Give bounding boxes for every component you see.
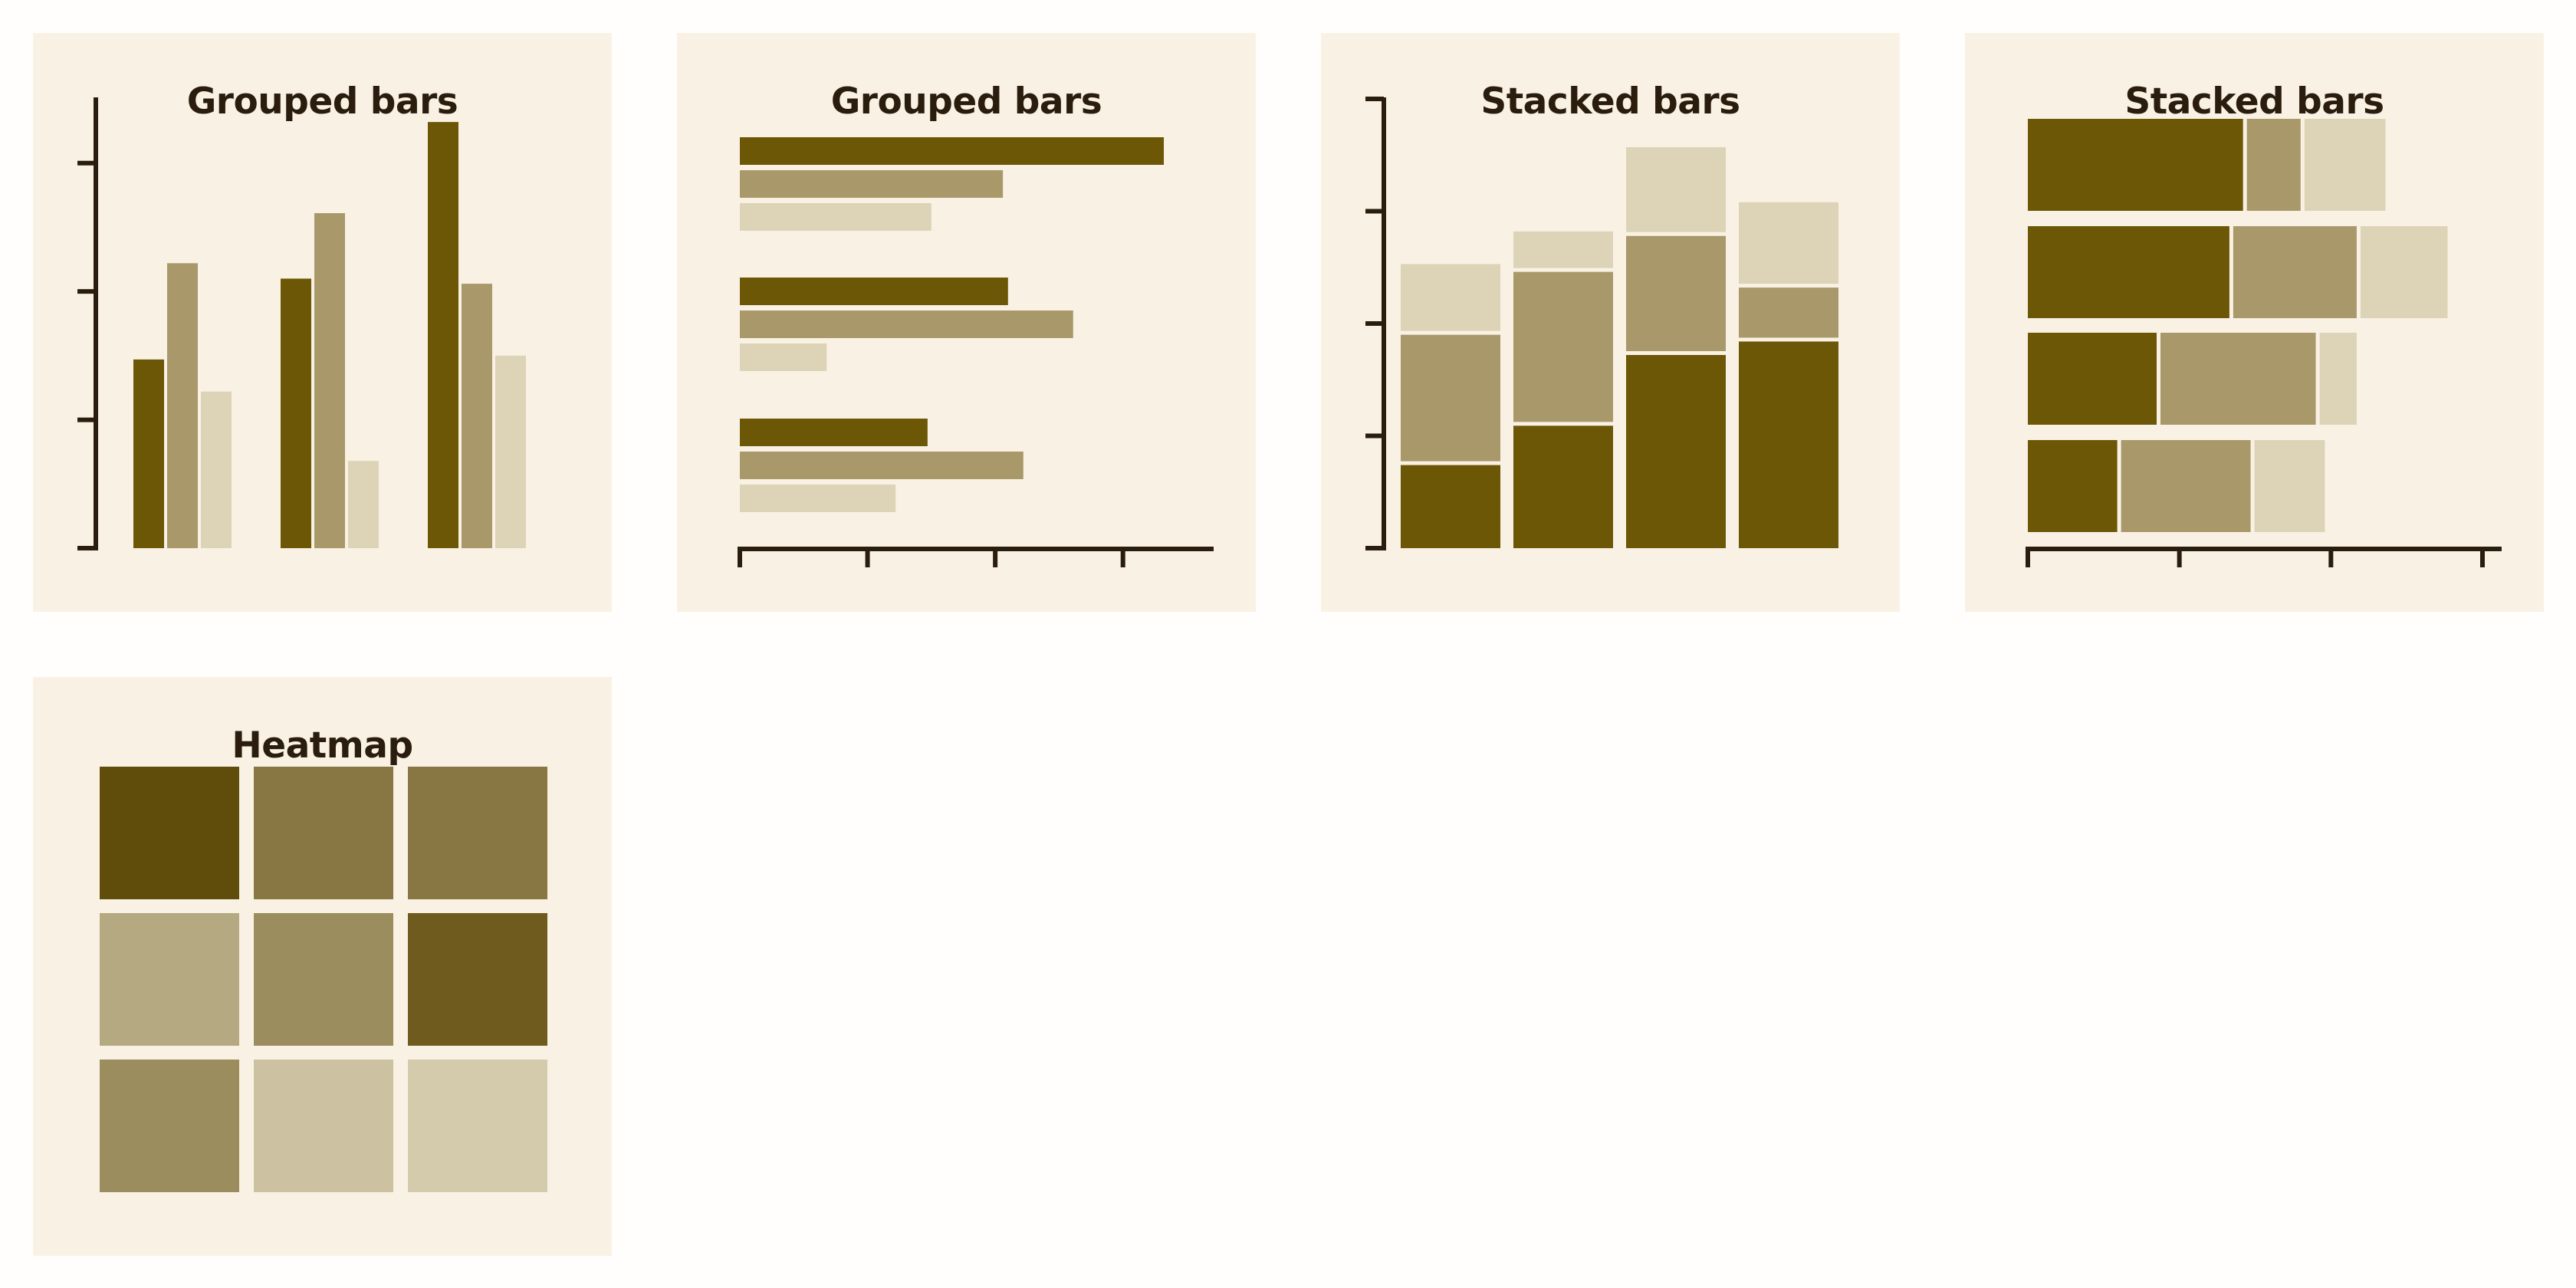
- bar: [133, 359, 164, 548]
- heatmap-cell: [254, 913, 393, 1046]
- bar-segment: [2233, 226, 2357, 318]
- bar: [281, 278, 311, 548]
- bar: [348, 461, 379, 548]
- bar: [201, 391, 232, 548]
- chart-title: Grouped bars: [830, 80, 1102, 123]
- heatmap-cell: [254, 767, 393, 899]
- bar-segment: [2121, 440, 2251, 532]
- bar-segment: [2160, 333, 2316, 425]
- chart-title: Heatmap: [232, 724, 413, 767]
- bar: [740, 278, 1008, 305]
- bar-segment: [2246, 119, 2301, 211]
- heatmap-cell: [100, 767, 239, 899]
- chart-title: Grouped bars: [186, 80, 458, 123]
- grouped-bars-vertical-chart: [77, 97, 526, 550]
- bar-segment: [1401, 334, 1500, 462]
- bar-segment: [2360, 226, 2448, 318]
- bar-segment: [2254, 440, 2325, 532]
- grouped-bars-horizontal-chart: [738, 137, 1214, 567]
- panel-grouped-bars-vertical: Grouped bars: [33, 33, 612, 612]
- bar: [740, 485, 896, 512]
- bar: [167, 263, 198, 548]
- heatmap-cell: [100, 913, 239, 1046]
- heatmap-cell: [408, 1060, 547, 1192]
- heatmap-cell: [408, 913, 547, 1046]
- bar: [740, 310, 1073, 338]
- bar: [740, 452, 1024, 479]
- bar-segment: [2304, 119, 2386, 211]
- panel-stacked-bars-horizontal: Stacked bars: [1965, 33, 2544, 612]
- bar-segment: [1513, 231, 1613, 268]
- heatmap-chart: [100, 767, 547, 1192]
- panel-grouped-bars-horizontal: Grouped bars: [677, 33, 1256, 612]
- heatmap-cell: [254, 1060, 393, 1192]
- bar-segment: [2028, 440, 2118, 532]
- bar: [740, 137, 1165, 165]
- stacked-bars-horizontal-chart: [2026, 119, 2502, 567]
- bar-segment: [2028, 226, 2229, 318]
- bar-segment: [1626, 235, 1726, 352]
- bar: [740, 170, 1004, 198]
- stacked-bars-vertical-chart: [1365, 97, 1838, 550]
- bar: [740, 419, 928, 446]
- chart-title: Stacked bars: [1480, 80, 1740, 123]
- bar-segment: [1401, 465, 1500, 548]
- bar-segment: [2028, 333, 2157, 425]
- bar: [428, 122, 458, 548]
- heatmap-cell: [408, 767, 547, 899]
- bar-segment: [1401, 264, 1500, 331]
- bar-segment: [1626, 355, 1726, 548]
- bar-segment: [1626, 146, 1726, 232]
- bar-segment: [2319, 333, 2357, 425]
- panel-stacked-bars-vertical: Stacked bars: [1321, 33, 1900, 612]
- bar: [740, 343, 827, 371]
- bar-segment: [1739, 341, 1838, 548]
- heatmap-cell: [100, 1060, 239, 1192]
- panel-heatmap: Heatmap: [33, 677, 612, 1256]
- bar: [462, 284, 492, 548]
- bar-segment: [1739, 288, 1838, 338]
- bar: [740, 203, 932, 231]
- bar-segment: [1513, 271, 1613, 422]
- bar: [314, 213, 345, 548]
- bar-segment: [1739, 202, 1838, 284]
- bar: [495, 355, 526, 548]
- bar-segment: [1513, 426, 1613, 548]
- bar-segment: [2028, 119, 2243, 211]
- chart-title: Stacked bars: [2124, 80, 2384, 123]
